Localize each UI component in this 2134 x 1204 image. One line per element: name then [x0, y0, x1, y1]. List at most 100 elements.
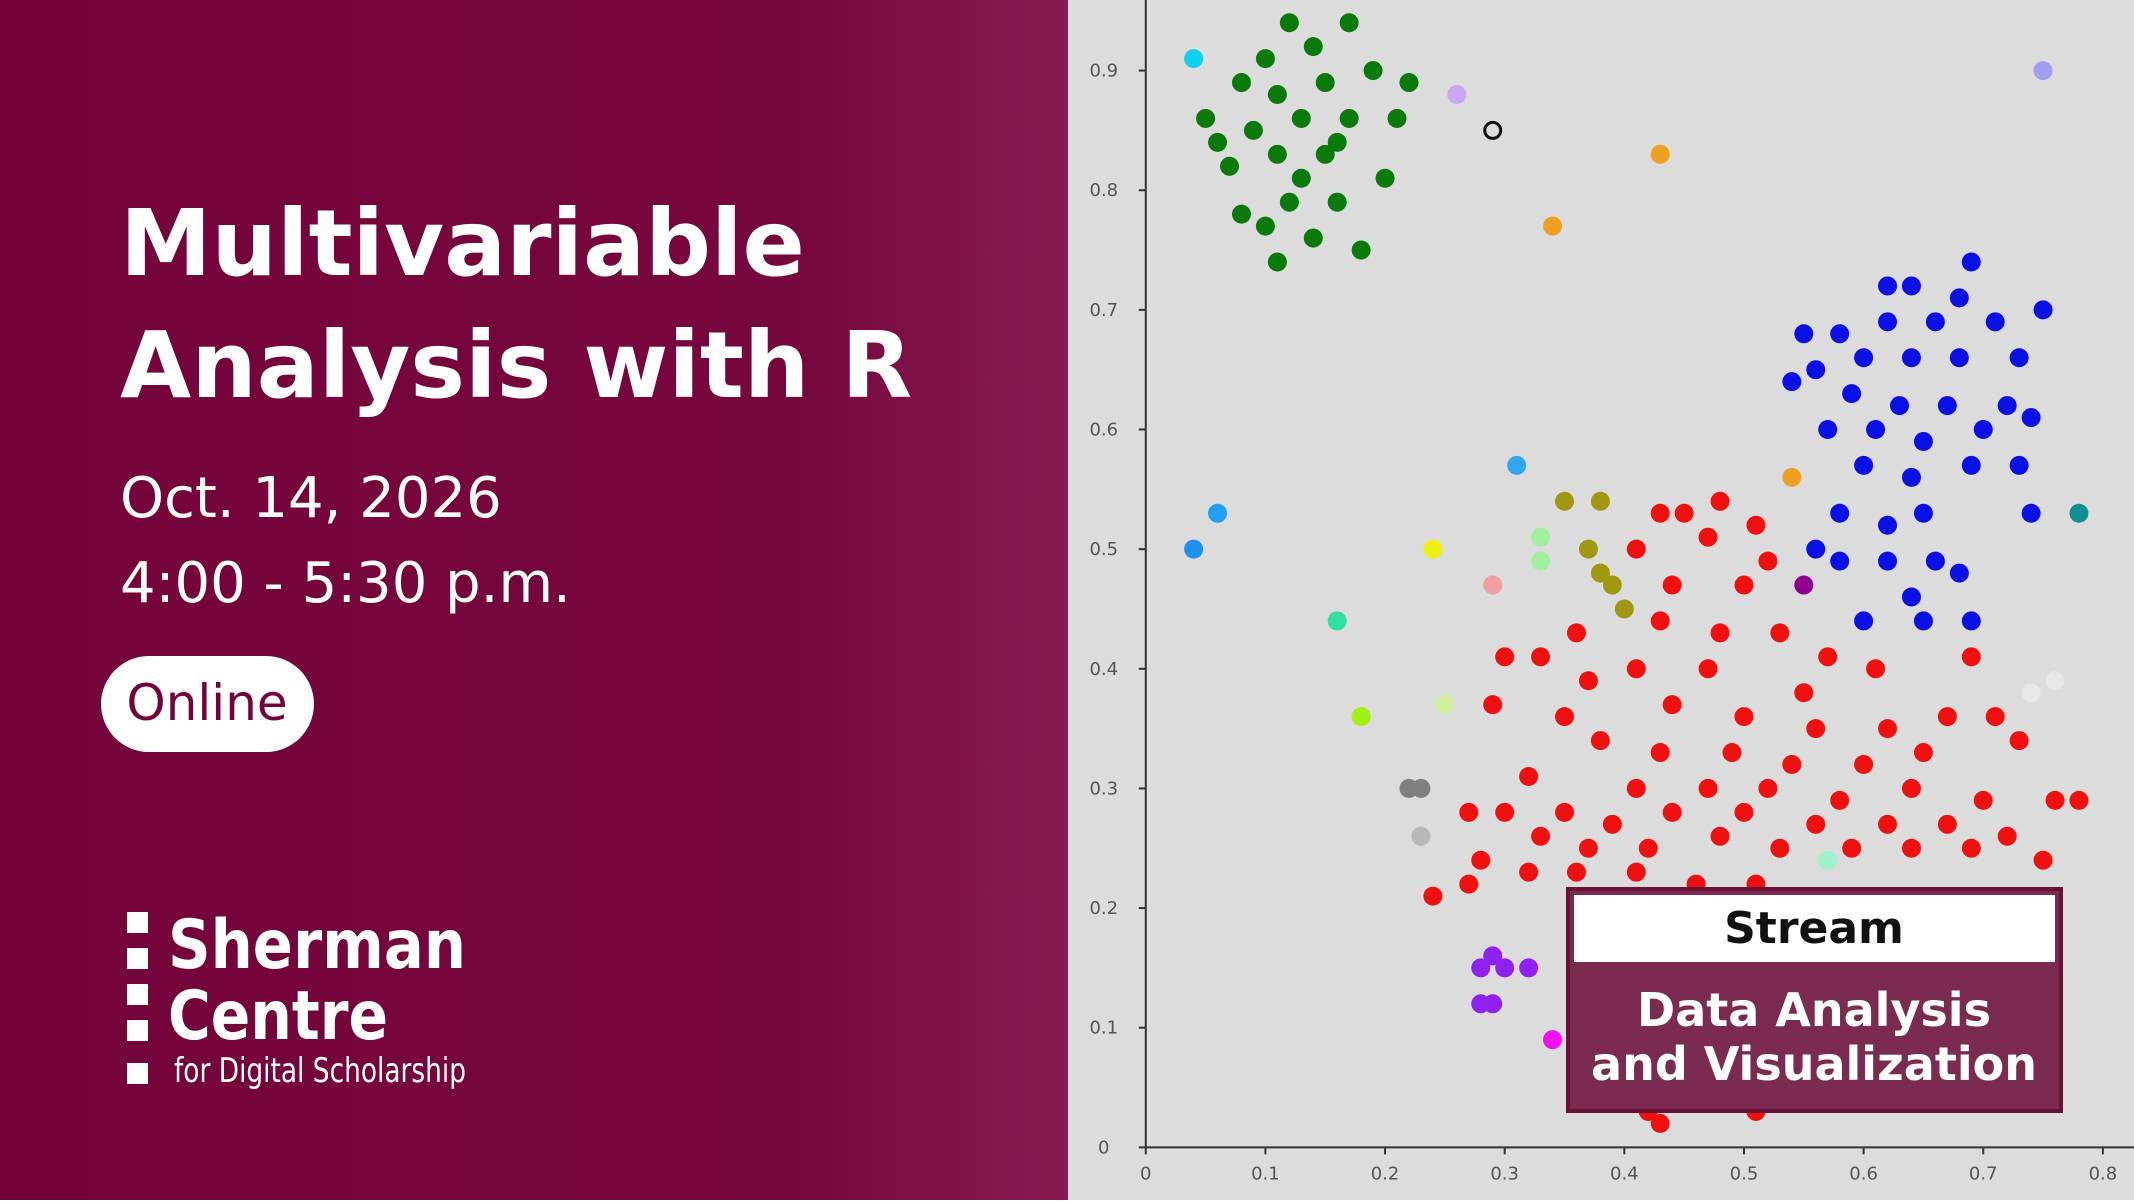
x-tick-label: 0.3	[1490, 1163, 1519, 1184]
point	[1997, 826, 2017, 846]
point	[1495, 958, 1515, 978]
point	[1878, 515, 1898, 535]
point	[1913, 743, 1933, 763]
point	[1878, 551, 1898, 571]
point	[1231, 73, 1251, 93]
point	[1279, 192, 1299, 212]
point	[1961, 838, 1981, 858]
x-tick-label: 0.5	[1730, 1163, 1759, 1184]
point	[1901, 467, 1921, 487]
point	[1854, 611, 1874, 631]
point	[1483, 946, 1503, 966]
point	[1590, 731, 1610, 751]
point	[1315, 144, 1335, 164]
point	[1925, 312, 1945, 332]
point	[1842, 384, 1862, 404]
x-tick-label: 0.6	[1849, 1163, 1878, 1184]
logo-tagline: for Digital Scholarship	[174, 1051, 466, 1091]
y-tick-label: 0.4	[1089, 659, 1118, 680]
format: Online	[126, 674, 287, 732]
point	[1650, 503, 1670, 523]
point	[1231, 204, 1251, 224]
point	[1901, 276, 1921, 296]
x-tick-label: 0.7	[1969, 1163, 1998, 1184]
point	[1495, 802, 1515, 822]
point	[1208, 132, 1228, 152]
point	[1267, 85, 1287, 105]
point	[1662, 695, 1682, 715]
point	[1483, 994, 1503, 1014]
point	[1578, 671, 1598, 691]
point	[1459, 802, 1479, 822]
point	[1710, 826, 1730, 846]
point	[2033, 300, 2053, 320]
point	[1866, 659, 1886, 679]
x-tick-label: 0.1	[1251, 1163, 1280, 1184]
point	[1710, 623, 1730, 643]
logo-text: Centre	[168, 977, 388, 1056]
point	[1949, 563, 1969, 583]
point	[1806, 719, 1826, 739]
point	[1937, 396, 1957, 416]
left-panel	[0, 0, 1068, 1200]
point	[2069, 503, 2089, 523]
point	[1650, 611, 1670, 631]
x-tick-label: 0	[1140, 1163, 1151, 1184]
point	[2033, 850, 2053, 870]
point	[1638, 838, 1658, 858]
point	[1961, 647, 1981, 667]
point	[1614, 599, 1634, 619]
point	[1937, 814, 1957, 834]
point	[2045, 671, 2065, 691]
point	[1327, 132, 1347, 152]
point	[1483, 120, 1503, 140]
point	[1327, 192, 1347, 212]
point	[1746, 515, 1766, 535]
point	[2021, 503, 2041, 523]
point	[1555, 491, 1575, 511]
point	[1196, 108, 1216, 128]
point	[1279, 13, 1299, 33]
point	[1184, 539, 1204, 559]
point	[1985, 707, 2005, 727]
point	[1339, 108, 1359, 128]
stream-header	[1574, 895, 2055, 962]
point	[1531, 551, 1551, 571]
point	[1459, 874, 1479, 894]
format-pill	[101, 656, 314, 752]
point	[1878, 719, 1898, 739]
point	[1543, 1030, 1563, 1050]
point	[1961, 611, 1981, 631]
point	[2033, 61, 2053, 81]
point	[1375, 168, 1395, 188]
point	[1985, 312, 2005, 332]
point	[1220, 156, 1240, 176]
point	[2021, 408, 2041, 428]
title-line: Analysis with R	[120, 312, 912, 419]
point	[1758, 551, 1778, 571]
point	[1854, 755, 1874, 775]
point	[1315, 73, 1335, 93]
point	[1519, 862, 1539, 882]
point	[2009, 455, 2029, 475]
point	[1184, 49, 1204, 69]
point	[1423, 886, 1443, 906]
point	[1495, 647, 1515, 667]
point	[1399, 73, 1419, 93]
point	[1842, 838, 1862, 858]
point	[1590, 563, 1610, 583]
point	[1555, 802, 1575, 822]
point	[1471, 958, 1491, 978]
point	[1782, 755, 1802, 775]
point	[1303, 37, 1323, 57]
point	[1507, 455, 1527, 475]
point	[1291, 108, 1311, 128]
point	[1519, 766, 1539, 786]
point	[1267, 144, 1287, 164]
point	[1913, 503, 1933, 523]
point	[1255, 216, 1275, 236]
point	[1267, 252, 1287, 272]
point	[1566, 862, 1586, 882]
point	[1925, 551, 1945, 571]
point	[1662, 575, 1682, 595]
